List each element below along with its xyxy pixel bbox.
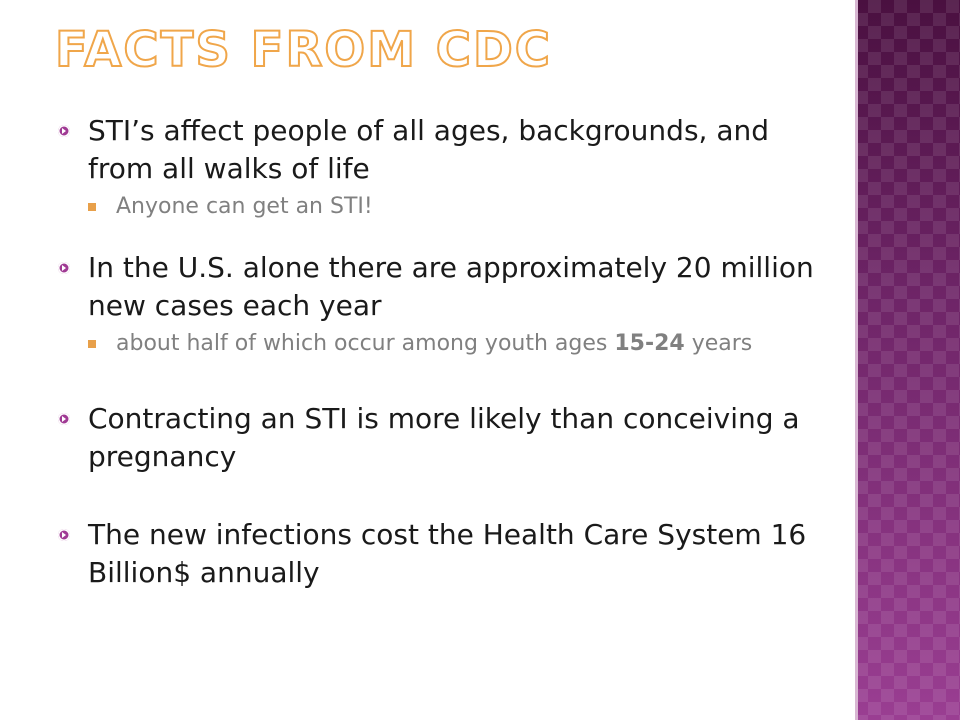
bullet-text: Contracting an STI is more likely than c… [88, 402, 800, 473]
slide-content: STI’s affect people of all ages, backgro… [58, 112, 838, 592]
bullet-text: STI’s affect people of all ages, backgro… [88, 114, 770, 185]
bullet-text: The new infections cost the Health Care … [88, 518, 807, 589]
bullet-text: In the U.S. alone there are approximatel… [88, 251, 814, 322]
bullet-item: The new infections cost the Health Care … [58, 516, 838, 592]
slide-title: Facts from CDC [54, 22, 553, 78]
bullet-item: Contracting an STI is more likely than c… [58, 400, 838, 476]
bullet-item: STI’s affect people of all ages, backgro… [58, 112, 838, 188]
decorative-side-panel [855, 0, 960, 720]
sub-bullet-text: Anyone can get an STI! [116, 194, 373, 219]
bullet-item: In the U.S. alone there are approximatel… [58, 249, 838, 325]
sub-bullet-text-end: years [684, 331, 753, 356]
sub-bullet-item: Anyone can get an STI! [58, 191, 838, 223]
bullet-circle-arrow-icon [58, 125, 70, 137]
age-range: 15-24 [614, 331, 685, 356]
square-bullet-icon [88, 203, 96, 211]
bullet-circle-arrow-icon [58, 413, 70, 425]
sub-bullet-text-start: about half of which occur among youth ag… [116, 331, 615, 356]
bullet-circle-arrow-icon [58, 529, 70, 541]
bullet-circle-arrow-icon [58, 262, 70, 274]
square-bullet-icon [88, 340, 96, 348]
sub-bullet-item: about half of which occur among youth ag… [58, 328, 838, 360]
